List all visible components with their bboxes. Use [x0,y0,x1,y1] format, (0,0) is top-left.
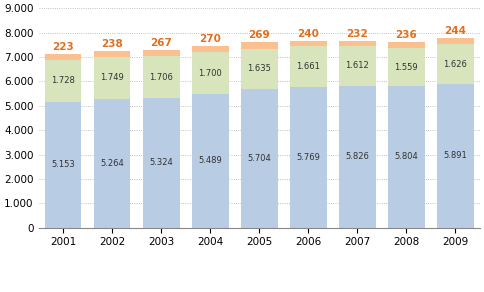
Text: 1.612: 1.612 [346,61,369,70]
Bar [241,88,277,228]
Text: 238: 238 [101,39,123,49]
Text: 5.826: 5.826 [345,152,369,161]
Text: 1.626: 1.626 [443,60,467,69]
Bar [339,46,376,86]
Text: 5.153: 5.153 [51,160,75,169]
Text: 244: 244 [444,27,466,36]
Bar [143,50,180,56]
Text: 5.324: 5.324 [149,158,173,167]
Text: 5.769: 5.769 [296,153,320,162]
Text: 5.891: 5.891 [443,151,467,160]
Text: 5.264: 5.264 [100,159,124,168]
Text: 5.704: 5.704 [247,154,271,163]
Bar [94,99,131,228]
Bar [192,94,228,228]
Bar [241,42,277,49]
Text: 1.661: 1.661 [296,62,320,71]
Bar [94,57,131,99]
Text: 5.489: 5.489 [198,156,222,165]
Bar [388,48,424,86]
Bar [143,98,180,228]
Bar [192,52,228,94]
Bar [290,46,327,87]
Text: 1.706: 1.706 [149,72,173,81]
Text: 1.559: 1.559 [394,62,418,72]
Bar [437,84,474,228]
Text: 236: 236 [395,30,417,40]
Bar [388,86,424,228]
Bar [241,49,277,88]
Text: 5.804: 5.804 [394,152,418,161]
Bar [45,54,81,60]
Text: 269: 269 [248,30,270,40]
Text: 1.728: 1.728 [51,77,75,86]
Bar [290,87,327,228]
Legend: ADDETTIG, ADDETTIF, ADDETTIR: ADDETTIG, ADDETTIF, ADDETTIR [147,288,372,292]
Text: 232: 232 [347,29,368,39]
Bar [339,41,376,46]
Text: 240: 240 [297,29,319,39]
Text: 267: 267 [150,38,172,48]
Bar [45,102,81,228]
Bar [94,51,131,57]
Bar [437,38,474,44]
Bar [143,56,180,98]
Text: 1.635: 1.635 [247,64,271,73]
Bar [339,86,376,228]
Bar [192,46,228,52]
Text: 1.700: 1.700 [198,69,222,78]
Text: 270: 270 [199,34,221,44]
Bar [45,60,81,102]
Bar [437,44,474,84]
Text: 1.749: 1.749 [100,74,124,82]
Text: 223: 223 [52,42,74,53]
Bar [388,42,424,48]
Bar [290,41,327,46]
